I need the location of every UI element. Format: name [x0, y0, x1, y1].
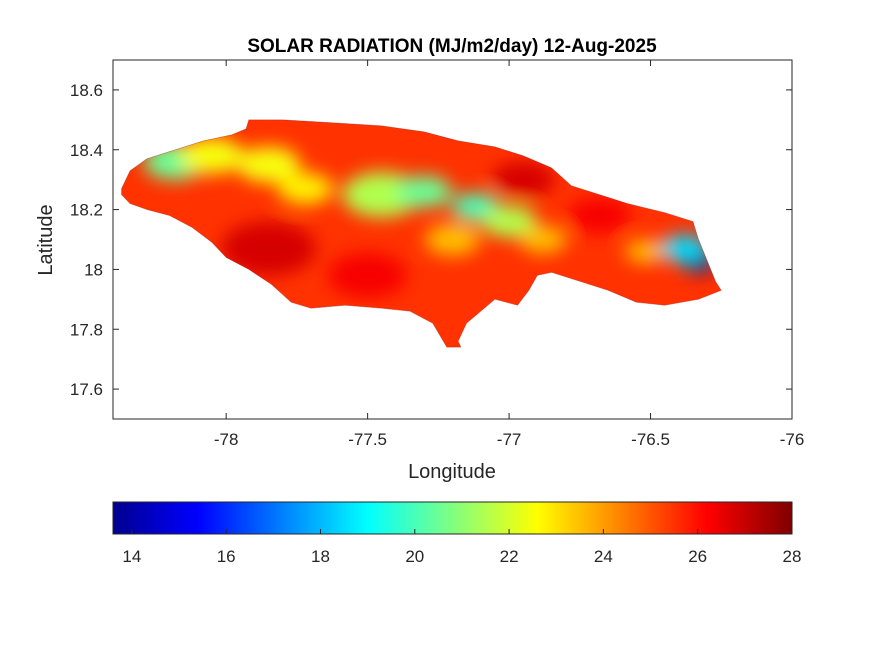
x-tick-label: -78	[214, 430, 239, 449]
chart-title: SOLAR RADIATION (MJ/m2/day) 12-Aug-2025	[247, 36, 657, 57]
y-tick-label: 18.2	[70, 201, 103, 220]
colorbar-tick-label: 24	[594, 547, 613, 566]
y-tick-label: 17.6	[70, 380, 103, 399]
colorbar-tick-label: 18	[311, 547, 330, 566]
field-feature	[567, 197, 632, 234]
colorbar-gradient	[113, 502, 792, 534]
field-feature	[660, 234, 709, 263]
field-feature	[277, 172, 334, 205]
x-axis-label: Longitude	[408, 461, 496, 483]
colorbar-tick-label: 14	[122, 547, 141, 566]
x-tick-label: -76	[780, 430, 805, 449]
colorbar-tick-label: 16	[217, 547, 236, 566]
field-features	[143, 137, 715, 298]
x-tick-label: -76.5	[631, 430, 670, 449]
x-tick-label: -77.5	[348, 430, 387, 449]
colorbar-ticks: 14 16 18 20 22 24 26 28	[122, 529, 801, 566]
colorbar-tick-label: 26	[688, 547, 707, 566]
y-tick-label: 18.4	[70, 141, 103, 160]
field-feature	[481, 205, 537, 238]
y-tick-label: 18.6	[70, 81, 103, 100]
colorbar-tick-label: 28	[783, 547, 802, 566]
colorbar-tick-label: 22	[500, 547, 519, 566]
x-tick-label: -77	[497, 430, 522, 449]
x-axis-ticks: -78 -77.5 -77 -76.5 -76	[214, 60, 804, 449]
map-axes: -78 -77.5 -77 -76.5 -76 17.6 17.8 18 18.2 18.4 18…	[70, 59, 804, 449]
field-feature	[236, 146, 301, 183]
field-feature	[328, 252, 408, 298]
field-feature	[519, 225, 567, 254]
y-axis-label: Latitude	[35, 204, 57, 275]
field-feature	[396, 175, 452, 208]
y-tick-label: 18	[84, 260, 103, 279]
island-outline	[121, 119, 722, 348]
colorbar-frame	[112, 501, 793, 535]
axes-frame	[112, 59, 793, 420]
y-tick-label: 17.8	[70, 320, 103, 339]
field-feature	[180, 137, 244, 174]
field-feature	[221, 221, 317, 276]
colorbar: 14 16 18 20 22 24 26 28	[112, 501, 801, 566]
field-feature	[491, 161, 555, 198]
radiation-field	[121, 119, 722, 348]
field-feature	[625, 240, 665, 263]
field-feature	[424, 223, 481, 256]
colorbar-tick-label: 20	[405, 547, 424, 566]
y-axis-ticks: 17.6 17.8 18 18.2 18.4 18.6	[70, 81, 792, 399]
